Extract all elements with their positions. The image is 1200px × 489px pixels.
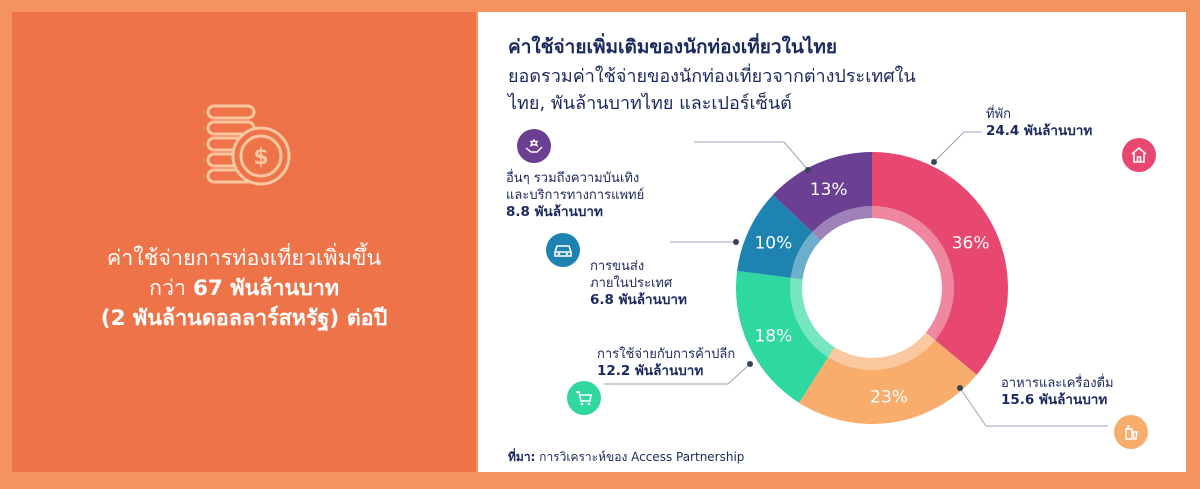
slice-percent-label: 18% — [754, 326, 792, 346]
leader-line — [694, 141, 809, 171]
slice-retail — [736, 270, 835, 403]
chart-title: ค่าใช้จ่ายเพิ่มเติมของนักท่องเที่ยวในไทย — [508, 36, 838, 58]
slice-food — [799, 332, 977, 424]
slice-accommodation — [872, 152, 1008, 375]
callout-retail: การใช้จ่ายกับการค้าปลีก 12.2 พันล้านบาท — [597, 346, 735, 380]
car-icon — [546, 233, 580, 267]
headline-prefix: กว่า — [148, 276, 193, 301]
svg-text:$: $ — [253, 145, 268, 170]
source-text: การวิเคราะห์ของ Access Partnership — [535, 450, 745, 464]
callout-food: อาหารและเครื่องดื่ม 15.6 พันล้านบาท — [1001, 375, 1114, 409]
callout-amount: 12.2 พันล้านบาท — [597, 363, 704, 379]
leader-line — [604, 363, 751, 385]
leader-dot — [957, 385, 963, 391]
callout-label: ที่พัก — [986, 107, 1012, 122]
callout-accommodation: ที่พัก 24.4 พันล้านบาท — [986, 106, 1092, 140]
callout-transport: การขนส่ง ภายในประเทศ 6.8 พันล้านบาท — [590, 258, 687, 309]
coins-dollar-icon: $ — [206, 104, 291, 186]
callout-label-2: ภายในประเทศ — [590, 276, 673, 291]
callout-label: อาหารและเครื่องดื่ม — [1001, 376, 1114, 391]
left-panel: $ ค่าใช้จ่ายการท่องเที่ยวเพิ่มขึ้น กว่า … — [12, 12, 476, 472]
leader-dot — [733, 239, 739, 245]
inner-ring-segment — [790, 277, 835, 358]
callout-label-2: และบริการทางการแพทย์ — [506, 188, 645, 203]
source-note: ที่มา: การวิเคราะห์ของ Access Partnershi… — [508, 448, 744, 467]
callout-label: การใช้จ่ายกับการค้าปลีก — [597, 347, 736, 362]
donut-chart: 36% 23% 18% 10% 13% — [604, 131, 1108, 427]
slice-other — [772, 152, 872, 241]
slice-percent-label: 13% — [810, 180, 848, 200]
callout-other: อื่นๆ รวมถึงความบันเทิง และบริการทางการแ… — [506, 170, 644, 221]
callout-amount: 15.6 พันล้านบาท — [1001, 392, 1108, 408]
headline-amount: 67 พันล้านบาท — [192, 276, 340, 301]
source-label: ที่มา: — [508, 450, 536, 464]
chart-panel: ค่าใช้จ่ายเพิ่มเติมของนักท่องเที่ยวในไทย… — [478, 12, 1186, 472]
inner-ring-segment — [790, 231, 821, 280]
chart-subtitle-line-2: ไทย, พันล้านบาทไทย และเปอร์เซ็นต์ — [508, 93, 792, 114]
inner-ring-segment — [812, 206, 872, 241]
slice-percent-label: 23% — [870, 388, 908, 408]
inner-ring-segment — [872, 206, 954, 341]
leader-line — [933, 131, 982, 163]
hand-care-icon — [517, 129, 551, 163]
leader-dot — [805, 167, 811, 173]
headline-line-1: ค่าใช้จ่ายการท่องเที่ยวเพิ่มขึ้น — [106, 246, 382, 271]
food-drink-icon — [1114, 415, 1148, 449]
slice-percent-label: 10% — [754, 234, 792, 254]
chart-subtitle: ยอดรวมค่าใช้จ่ายของนักท่องเที่ยวจากต่างป… — [508, 63, 1008, 117]
callout-amount: 8.8 พันล้านบาท — [506, 204, 603, 220]
callout-amount: 6.8 พันล้านบาท — [590, 292, 687, 308]
callout-amount: 24.4 พันล้านบาท — [986, 123, 1093, 139]
headline-line-2: กว่า 67 พันล้านบาท — [12, 274, 476, 304]
headline: ค่าใช้จ่ายการท่องเที่ยวเพิ่มขึ้น กว่า 67… — [12, 244, 476, 334]
chart-subtitle-line-1: ยอดรวมค่าใช้จ่ายของนักท่องเที่ยวจากต่างป… — [508, 66, 916, 87]
callout-label: การขนส่ง — [590, 259, 645, 274]
headline-line-3: (2 พันล้านดอลลาร์สหรัฐ) ต่อปี — [100, 306, 388, 331]
house-icon — [1122, 138, 1156, 172]
slice-transport — [737, 194, 821, 280]
leader-dot — [747, 361, 753, 367]
leader-dot — [931, 159, 937, 165]
leader-line — [959, 387, 1108, 427]
callout-label: อื่นๆ รวมถึงความบันเทิง — [506, 171, 640, 186]
shopping-cart-icon — [567, 381, 601, 415]
slice-percent-label: 36% — [952, 234, 990, 254]
inner-ring-segment — [828, 332, 936, 370]
